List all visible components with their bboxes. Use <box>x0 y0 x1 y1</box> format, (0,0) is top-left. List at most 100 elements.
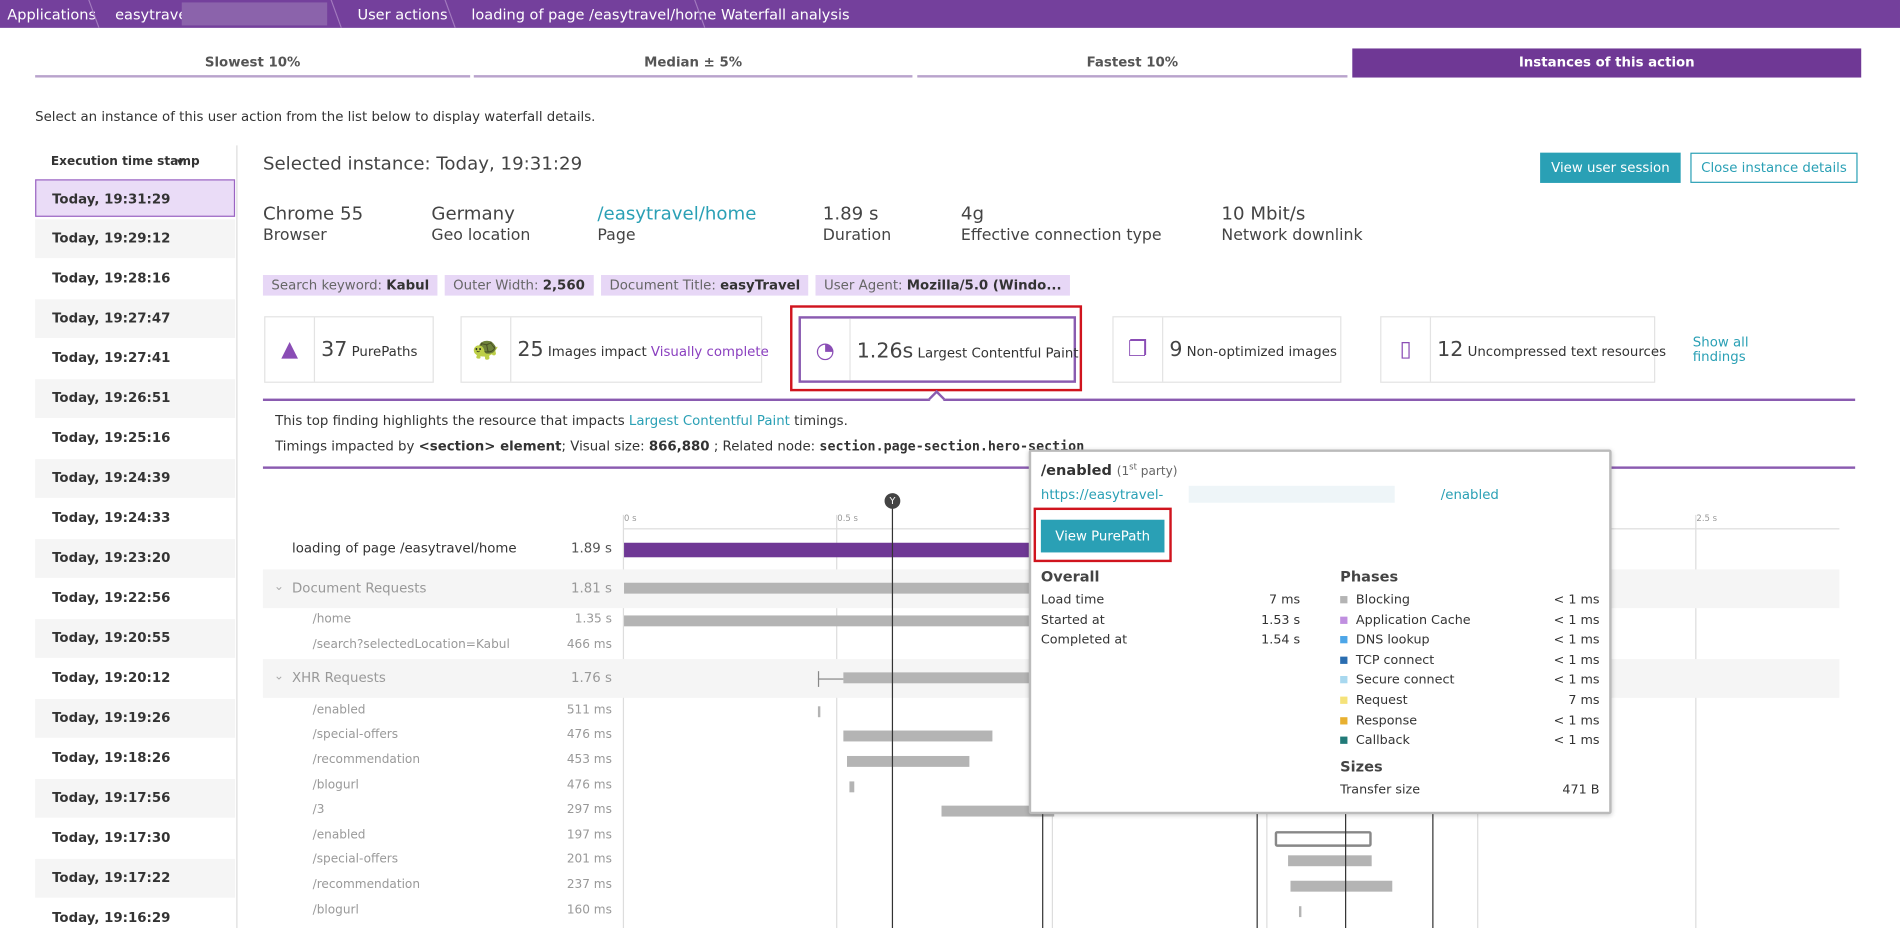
finding-card[interactable]: ▲ 37 PurePaths <box>264 316 434 383</box>
waterfall-bar[interactable] <box>1288 855 1372 867</box>
popup-url[interactable]: /enabled <box>1440 487 1499 503</box>
instance-item[interactable]: Today, 19:17:22 <box>35 858 236 898</box>
waterfall-bar[interactable] <box>817 706 821 718</box>
phase-swatch <box>1340 636 1348 644</box>
tag-key: User Agent: <box>823 277 907 294</box>
phase-swatch <box>1340 696 1348 704</box>
tag-key: Document Title: <box>609 277 721 294</box>
stat-label: Page <box>597 226 636 245</box>
row-name[interactable]: /3 <box>312 803 325 817</box>
row-duration: 160 ms <box>566 903 612 918</box>
row-name[interactable]: /home <box>312 613 352 627</box>
instance-item[interactable]: Today, 19:17:30 <box>52 829 171 846</box>
finding-text: 1.26s Largest Contentful Paint <box>857 339 1079 363</box>
finding-desc: This top finding highlights the resource… <box>275 413 848 429</box>
btn-close[interactable]: Close instance details <box>1690 152 1858 183</box>
finding-icon: ❐ <box>1114 317 1164 382</box>
phase-swatch <box>1340 616 1348 624</box>
notch <box>928 390 946 408</box>
row-name[interactable]: /blogurl <box>312 778 359 793</box>
instance-item[interactable]: Today, 19:19:26 <box>35 699 236 738</box>
instance-item[interactable]: Today, 19:16:29 <box>52 909 171 926</box>
row-name[interactable]: /blogurl <box>312 903 359 918</box>
instance-item[interactable]: Today, 19:23:20 <box>35 539 236 578</box>
popup-url[interactable]: https://easytravel- <box>1040 487 1164 503</box>
row-name[interactable]: /special-offers <box>312 852 399 867</box>
tab[interactable]: Instances of this action <box>1352 48 1862 78</box>
show-all[interactable]: Show all findings <box>1692 334 1749 365</box>
waterfall-bar[interactable] <box>1274 831 1372 847</box>
instance-item[interactable]: Today, 19:20:12 <box>52 669 171 686</box>
waterfall-bar[interactable] <box>941 805 1055 817</box>
tab[interactable]: Fastest 10% <box>917 48 1348 78</box>
popup-row-value: 7 ms <box>1568 692 1600 708</box>
row-name[interactable]: loading of page /easytravel/home <box>292 540 517 557</box>
row-name[interactable]: /enabled <box>312 828 366 842</box>
instance-item[interactable]: Today, 19:24:33 <box>52 510 171 526</box>
instance-item[interactable]: Today, 19:27:41 <box>52 350 171 366</box>
instance-item[interactable]: Today, 19:29:12 <box>35 219 236 259</box>
row-name[interactable]: /enabled <box>312 703 366 718</box>
row-name[interactable]: /recommendation <box>312 878 421 892</box>
row-name[interactable]: XHR Requests <box>292 669 386 686</box>
finding-value: 25 <box>517 338 544 363</box>
popup-row-label: DNS lookup <box>1355 632 1430 648</box>
row-duration: 511 ms <box>566 703 612 718</box>
finding-card[interactable]: ◔ 1.26s Largest Contentful Paint <box>798 316 1079 383</box>
popup-row-value: < 1 ms <box>1553 632 1600 648</box>
finding-card[interactable]: ❐ 9 Non-optimized images <box>1112 316 1342 383</box>
row-name[interactable]: /recommendation <box>312 753 421 767</box>
breadcrumb[interactable]: Applications <box>7 6 97 24</box>
axis-label: 0.5 s <box>837 513 858 524</box>
waterfall-bar[interactable] <box>849 781 855 793</box>
desc-part: This top finding highlights the resource… <box>275 413 625 429</box>
stat-value[interactable]: /easytravel/home <box>597 202 757 225</box>
instance-item[interactable]: Today, 19:20:55 <box>35 619 236 658</box>
stat-value: 4g <box>960 202 985 225</box>
waterfall-bar[interactable] <box>624 615 1204 627</box>
desc-part[interactable]: Largest Contentful Paint <box>628 413 790 429</box>
row-duration: 197 ms <box>566 828 612 842</box>
finding-card[interactable]: ▯ 12 Uncompressed text resources <box>1380 316 1666 383</box>
marker: Y <box>884 493 901 509</box>
list-header[interactable]: Execution time stamp <box>50 155 200 169</box>
btn-purepath[interactable]: View PurePath <box>1040 519 1165 553</box>
popup-row-value: < 1 ms <box>1553 713 1600 728</box>
waterfall-bar[interactable] <box>1290 880 1393 892</box>
desc-part: <section> element <box>418 438 562 455</box>
instance-item[interactable]: Today, 19:31:29 <box>35 179 236 217</box>
waterfall-bar[interactable] <box>624 582 1400 594</box>
btn-user-session[interactable]: View user session <box>1540 152 1681 183</box>
instance-item[interactable]: Today, 19:17:56 <box>35 778 236 818</box>
party: (1 <box>1116 465 1130 479</box>
waterfall-bar[interactable] <box>843 730 993 742</box>
instance-item[interactable]: Today, 19:28:16 <box>52 270 171 286</box>
instance-item[interactable]: Today, 19:22:56 <box>52 589 171 606</box>
popup-title-text: /enabled <box>1040 461 1112 479</box>
row-name[interactable]: /special-offers <box>312 728 399 742</box>
row-name[interactable]: Document Requests <box>292 580 427 597</box>
tab[interactable]: Slowest 10% <box>35 48 471 78</box>
finding-card[interactable]: 🐢 25 Images impact Visually complete <box>460 316 769 383</box>
waterfall-bar[interactable] <box>846 755 970 767</box>
stat-value: Germany <box>431 202 515 225</box>
desc-part: 866,880 <box>648 438 710 455</box>
instance-item[interactable]: Today, 19:18:26 <box>52 749 171 766</box>
instance-item[interactable]: Today, 19:26:51 <box>35 379 236 418</box>
instruction: Select an instance of this user action f… <box>35 109 596 125</box>
popup-section-title: Overall <box>1040 568 1100 586</box>
tab[interactable]: Median ± 5% <box>473 48 913 78</box>
breadcrumb[interactable]: loading of page /easytravel/home <box>471 6 717 24</box>
breadcrumb[interactable]: easytravel- <box>115 6 197 24</box>
finding-text: 12 Uncompressed text resources <box>1437 338 1666 362</box>
breadcrumb[interactable]: User actions <box>357 6 448 24</box>
instance-item[interactable]: Today, 19:27:47 <box>35 299 236 339</box>
instance-item[interactable]: Today, 19:24:39 <box>35 459 236 498</box>
waterfall-bar[interactable] <box>1298 906 1302 918</box>
instance-item[interactable]: Today, 19:25:16 <box>52 430 171 446</box>
popup-row-label: Application Cache <box>1355 612 1471 628</box>
breadcrumb[interactable]: Waterfall analysis <box>720 6 850 24</box>
stat-value: Chrome 55 <box>262 202 364 225</box>
party: st <box>1129 462 1137 473</box>
row-name[interactable]: /search?selectedLocation=Kabul <box>312 638 510 652</box>
